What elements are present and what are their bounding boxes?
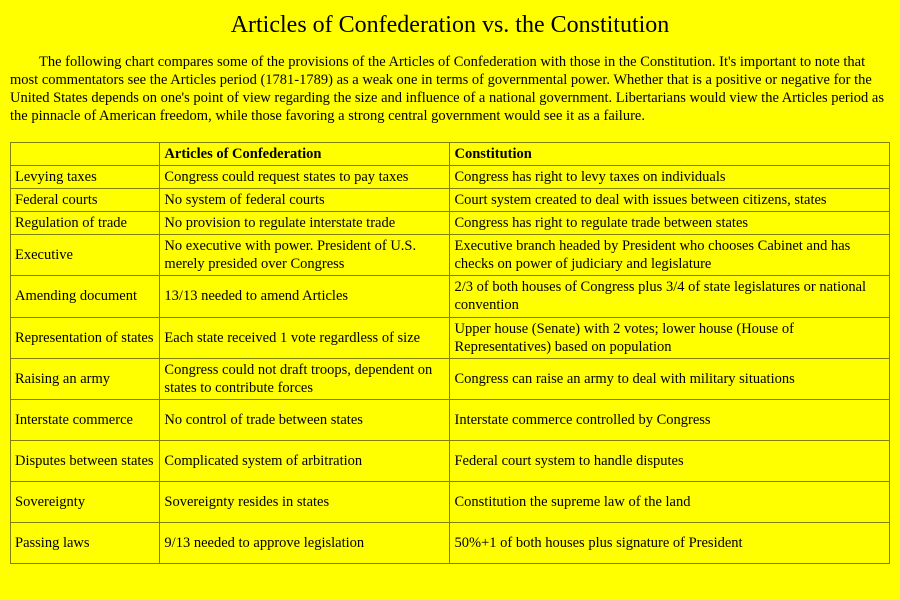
table-cell: Raising an army xyxy=(11,358,160,399)
table-row: Representation of statesEach state recei… xyxy=(11,317,890,358)
table-cell: Each state received 1 vote regardless of… xyxy=(160,317,450,358)
table-cell: No control of trade between states xyxy=(160,400,450,441)
table-col-header xyxy=(11,142,160,165)
table-cell: Sovereignty xyxy=(11,482,160,523)
table-cell: Sovereignty resides in states xyxy=(160,482,450,523)
table-cell: Congress could not draft troops, depende… xyxy=(160,358,450,399)
table-cell: Federal courts xyxy=(11,188,160,211)
table-cell: 13/13 needed to amend Articles xyxy=(160,276,450,317)
table-cell: Congress could request states to pay tax… xyxy=(160,165,450,188)
table-cell: Federal court system to handle disputes xyxy=(450,441,890,482)
table-cell: Congress has right to levy taxes on indi… xyxy=(450,165,890,188)
table-row: Passing laws9/13 needed to approve legis… xyxy=(11,523,890,564)
table-cell: Complicated system of arbitration xyxy=(160,441,450,482)
table-row: Amending document13/13 needed to amend A… xyxy=(11,276,890,317)
table-cell: No executive with power. President of U.… xyxy=(160,235,450,276)
table-cell: No system of federal courts xyxy=(160,188,450,211)
table-cell: Interstate commerce controlled by Congre… xyxy=(450,400,890,441)
intro-paragraph: The following chart compares some of the… xyxy=(10,53,890,126)
page-title: Articles of Confederation vs. the Consti… xyxy=(10,12,890,39)
table-cell: Congress can raise an army to deal with … xyxy=(450,358,890,399)
table-cell: Passing laws xyxy=(11,523,160,564)
table-cell: Interstate commerce xyxy=(11,400,160,441)
table-cell: No provision to regulate interstate trad… xyxy=(160,211,450,234)
table-cell: Regulation of trade xyxy=(11,211,160,234)
table-col-header: Articles of Confederation xyxy=(160,142,450,165)
table-cell: Court system created to deal with issues… xyxy=(450,188,890,211)
table-cell: Constitution the supreme law of the land xyxy=(450,482,890,523)
table-cell: Executive branch headed by President who… xyxy=(450,235,890,276)
table-row: Regulation of tradeNo provision to regul… xyxy=(11,211,890,234)
table-cell: Upper house (Senate) with 2 votes; lower… xyxy=(450,317,890,358)
table-cell: Amending document xyxy=(11,276,160,317)
table-row: Raising an armyCongress could not draft … xyxy=(11,358,890,399)
table-row: Levying taxesCongress could request stat… xyxy=(11,165,890,188)
comparison-table: Articles of Confederation Constitution L… xyxy=(10,142,890,565)
table-row: Interstate commerceNo control of trade b… xyxy=(11,400,890,441)
table-row: ExecutiveNo executive with power. Presid… xyxy=(11,235,890,276)
table-cell: Levying taxes xyxy=(11,165,160,188)
table-row: SovereigntySovereignty resides in states… xyxy=(11,482,890,523)
table-row: Federal courtsNo system of federal court… xyxy=(11,188,890,211)
table-cell: Executive xyxy=(11,235,160,276)
table-cell: 9/13 needed to approve legislation xyxy=(160,523,450,564)
table-cell: Representation of states xyxy=(11,317,160,358)
table-cell: 50%+1 of both houses plus signature of P… xyxy=(450,523,890,564)
table-header-row: Articles of Confederation Constitution xyxy=(11,142,890,165)
table-cell: Disputes between states xyxy=(11,441,160,482)
table-col-header: Constitution xyxy=(450,142,890,165)
table-cell: Congress has right to regulate trade bet… xyxy=(450,211,890,234)
table-cell: 2/3 of both houses of Congress plus 3/4 … xyxy=(450,276,890,317)
table-row: Disputes between statesComplicated syste… xyxy=(11,441,890,482)
